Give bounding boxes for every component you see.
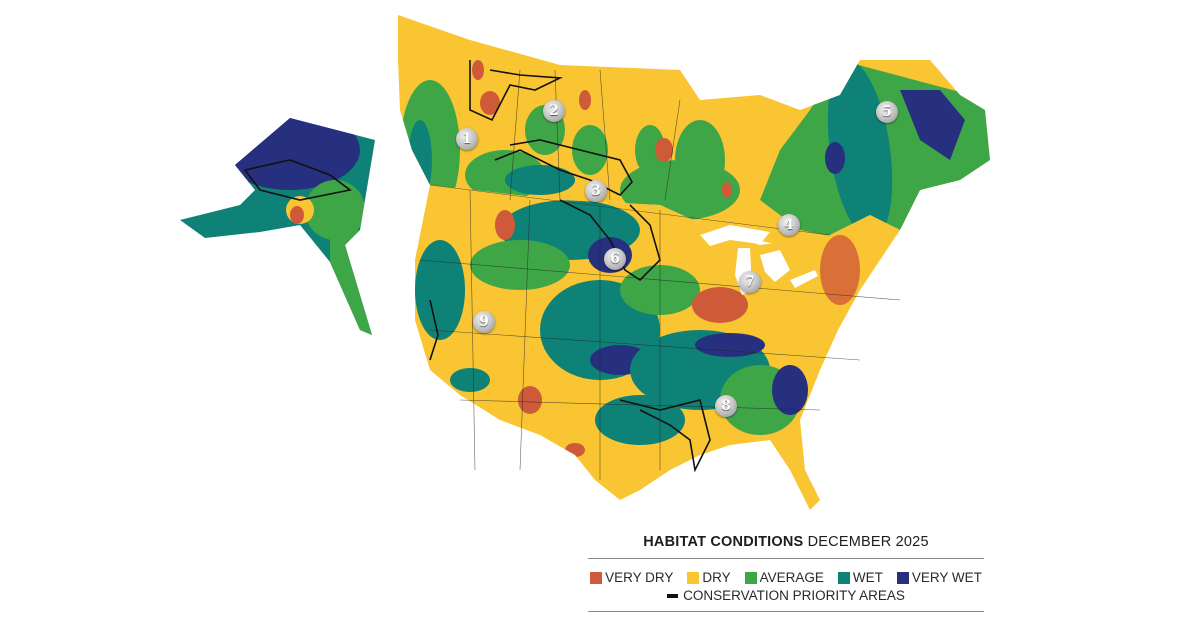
region-marker-8[interactable]: 8 xyxy=(715,395,737,417)
region-marker-4[interactable]: 4 xyxy=(778,214,800,236)
wet-swatch-icon xyxy=(837,571,850,584)
legend-divider-top xyxy=(588,558,984,559)
region-marker-9[interactable]: 9 xyxy=(473,311,495,333)
legend-title: HABITAT CONDITIONS DECEMBER 2025 xyxy=(588,534,984,550)
very-wet-swatch-icon xyxy=(896,571,909,584)
legend-label: DRY xyxy=(702,570,731,585)
region-marker-2[interactable]: 2 xyxy=(543,100,565,122)
legend-item-average: AVERAGE xyxy=(744,570,824,585)
legend-item-dry: DRY xyxy=(687,570,731,585)
very-dry-swatch-icon xyxy=(590,571,603,584)
average-swatch-icon xyxy=(744,571,757,584)
priority-line-icon xyxy=(667,593,679,598)
legend-label: AVERAGE xyxy=(759,570,824,585)
region-marker-6[interactable]: 6 xyxy=(604,248,626,270)
legend-divider-bottom xyxy=(588,611,984,612)
map-legend: HABITAT CONDITIONS DECEMBER 2025 VERY DR… xyxy=(588,534,984,612)
region-marker-5[interactable]: 5 xyxy=(876,101,898,123)
legend-item-wet: WET xyxy=(837,570,883,585)
legend-label: VERY WET xyxy=(911,570,982,585)
legend-item-very-dry: VERY DRY xyxy=(590,570,673,585)
region-marker-3[interactable]: 3 xyxy=(585,180,607,202)
legend-item-very-wet: VERY WET xyxy=(896,570,982,585)
legend-label: WET xyxy=(852,570,883,585)
legend-label: VERY DRY xyxy=(605,570,674,585)
region-marker-1[interactable]: 1 xyxy=(456,128,478,150)
legend-title-date: DECEMBER 2025 xyxy=(807,534,929,550)
legend-item-conservation-priority: CONSERVATION PRIORITY AREAS xyxy=(588,588,984,603)
legend-categories: VERY DRY DRY AVERAGE WET VERY WET xyxy=(588,570,984,585)
region-marker-7[interactable]: 7 xyxy=(739,271,761,293)
dry-swatch-icon xyxy=(687,571,700,584)
legend-title-main: HABITAT CONDITIONS xyxy=(643,534,804,550)
legend-label: CONSERVATION PRIORITY AREAS xyxy=(683,588,905,603)
